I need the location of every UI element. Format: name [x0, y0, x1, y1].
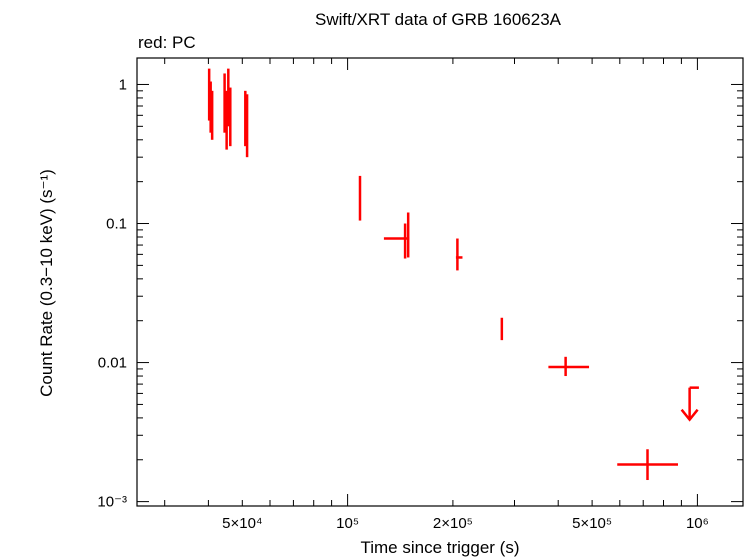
- x-tick-label: 5×10⁵: [572, 515, 612, 532]
- x-tick-label: 10⁵: [336, 515, 359, 532]
- y-tick-label: 0.1: [106, 216, 127, 233]
- y-axis-label: Count Rate (0.3−10 keV) (s⁻¹): [37, 169, 56, 397]
- x-tick-label: 2×10⁵: [433, 515, 473, 532]
- plot-frame: [136, 57, 744, 507]
- chart-title: Swift/XRT data of GRB 160623A: [315, 10, 562, 29]
- plot-area: 5×10⁴ 10⁵ 2×10⁵ 5×10⁵ 10⁶ 1 0.1 0.01 10⁻³: [97, 57, 744, 532]
- x-tick-label: 5×10⁴: [222, 515, 262, 532]
- x-tick-label: 10⁶: [686, 515, 709, 532]
- x-axis-label: Time since trigger (s): [360, 538, 519, 557]
- y-tick-label: 10⁻³: [97, 494, 127, 511]
- chart-subtitle: red: PC: [138, 33, 196, 52]
- y-tick-label: 0.01: [98, 355, 127, 372]
- upper-limit-arrow: [680, 408, 699, 422]
- y-tick-label: 1: [119, 76, 127, 93]
